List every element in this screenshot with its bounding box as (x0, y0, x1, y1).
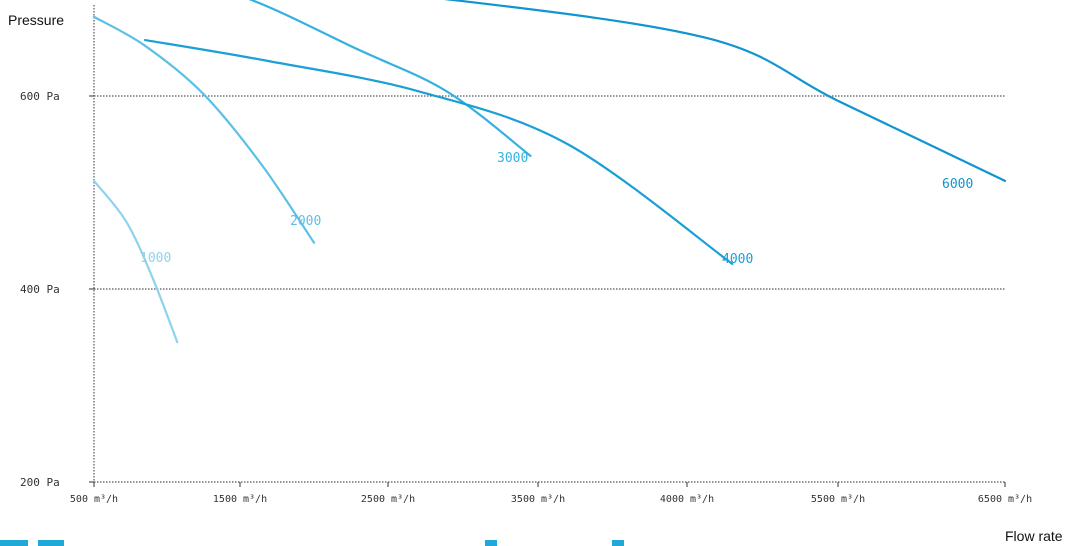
series-label-3000: 3000 (497, 151, 528, 166)
y-tick-labels: 200 Pa 400 Pa 600 Pa (20, 90, 60, 489)
x-tick-label: 5500 m³/h (811, 494, 865, 505)
x-tick-labels: 500 m³/h 1500 m³/h 2500 m³/h 3500 m³/h 4000 … (70, 482, 1032, 505)
curve-4000 (144, 38, 734, 266)
x-axis-title: Flow rate (1005, 528, 1063, 544)
series-label-2000: 2000 (290, 214, 321, 229)
series-label-6000: 6000 (942, 177, 973, 192)
curve-2000 (92, 15, 316, 244)
curve-6000 (444, 0, 1007, 183)
y-axis-title: Pressure (8, 12, 65, 28)
series-label-4000: 4000 (722, 252, 753, 267)
axes (89, 5, 1005, 483)
series-labels: 1000 2000 3000 4000 6000 (140, 151, 973, 267)
x-tick-label: 4000 m³/h (660, 494, 714, 505)
heading-glyph-fragment (0, 540, 28, 546)
curve-3000 (248, 0, 532, 157)
grid-lines (94, 95, 1005, 290)
heading-glyph-fragment (485, 540, 497, 546)
series-label-1000: 1000 (140, 251, 171, 266)
heading-glyph-fragment (612, 540, 624, 546)
x-tick-label: 6500 m³/h (978, 494, 1032, 505)
x-tick-label: 3500 m³/h (511, 494, 565, 505)
curve-1000 (92, 179, 179, 344)
footer-heading-fragment (0, 530, 640, 546)
y-tick-label: 600 Pa (20, 90, 60, 103)
y-tick-label: 200 Pa (20, 476, 60, 489)
x-tick-label: 2500 m³/h (361, 494, 415, 505)
heading-glyph-fragment (38, 540, 64, 546)
series-curves (92, 0, 1007, 344)
x-tick-label: 500 m³/h (70, 494, 118, 505)
y-tick-label: 400 Pa (20, 283, 60, 296)
x-tick-label: 1500 m³/h (213, 494, 267, 505)
